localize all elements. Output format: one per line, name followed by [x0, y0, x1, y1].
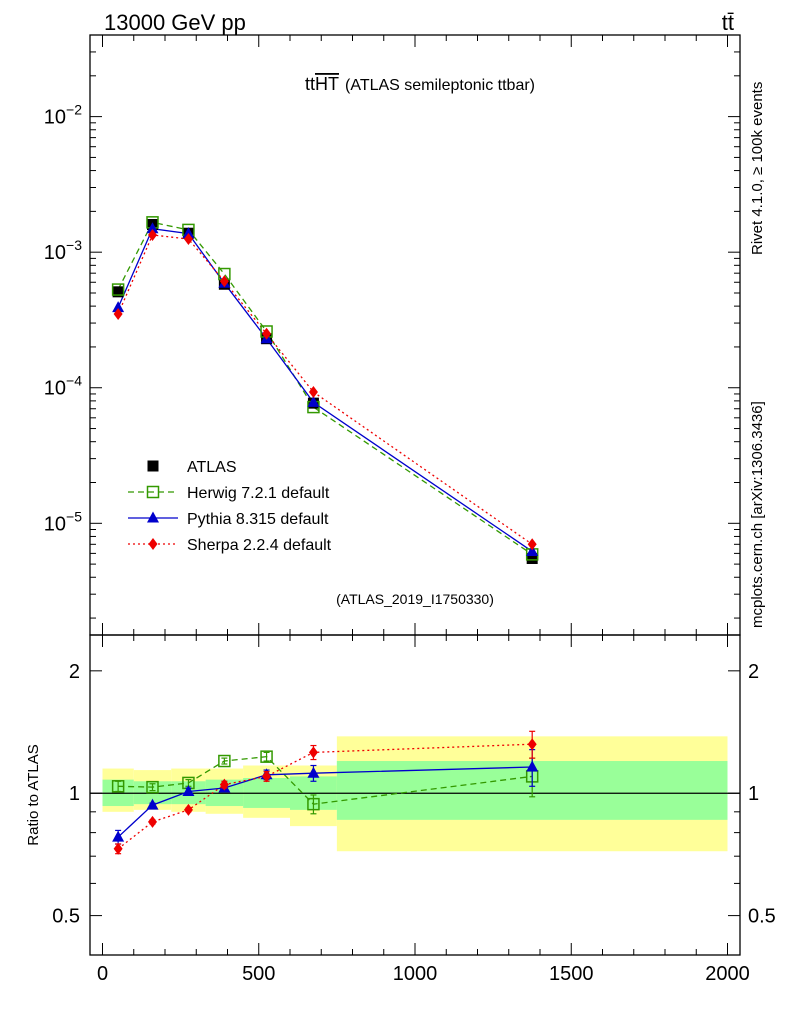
- ratio-point-pythia: [146, 798, 159, 810]
- legend-label-pythia: Pythia 8.315 default: [187, 511, 329, 528]
- main-point-sherpa: [113, 307, 123, 320]
- legend: ATLAS Herwig 7.2.1 default Pythia 8.315 de…: [128, 459, 332, 554]
- x-tick-label: 1000: [393, 963, 438, 985]
- ratio-y-tick-label-left: 2: [69, 661, 80, 683]
- ratio-y-tick-label-left: 0.5: [52, 906, 80, 928]
- main-ticks: [90, 34, 740, 619]
- main-point-sherpa: [308, 386, 318, 399]
- ratio-point-herwig: [218, 754, 231, 768]
- main-point-pythia: [112, 301, 125, 313]
- main-y-tick-labels: 10−210−310−410−5: [44, 102, 82, 536]
- y-tick-label-exponent: −5: [66, 508, 82, 524]
- main-point-sherpa: [148, 228, 157, 241]
- y-tick-label: 10−4: [44, 373, 82, 400]
- ratio-point-herwig: [307, 797, 320, 811]
- main-point-pythia: [182, 227, 195, 239]
- ratio-point-sherpa: [527, 738, 537, 751]
- main-point-sherpa: [219, 275, 229, 288]
- main-point-atlas: [526, 553, 538, 565]
- y-tick-label-exponent: −3: [66, 237, 82, 253]
- ratio-panel: 2 2 1 1 0.5 0.5 0 500 1000 1500 2000 Ratio to ATL…: [25, 623, 776, 985]
- chart-title-main: tt: [305, 74, 315, 94]
- x-tick-label: 1500: [549, 963, 594, 985]
- rivet-label: Rivet 4.1.0, ≥ 100k events: [749, 82, 766, 255]
- chart-title: ttHT (ATLAS semileptonic ttbar): [305, 74, 535, 94]
- legend-marker-pythia: [147, 511, 159, 523]
- main-line-pythia: [117, 227, 533, 552]
- ratio-point-sherpa: [219, 778, 229, 791]
- main-panel: 10−210−310−410−5 ttHT (ATLAS semileptonic…: [44, 34, 741, 636]
- legend-label-sherpa: Sherpa 2.2.4 default: [187, 537, 332, 554]
- ratio-point-pythia: [526, 760, 539, 772]
- collision-label: 13000 GeV pp: [104, 10, 246, 35]
- main-point-atlas: [112, 286, 124, 298]
- x-tick-labels: 0 500 1000 1500 2000: [97, 963, 750, 985]
- legend-marker-herwig: [146, 485, 160, 499]
- legend-marker-atlas: [147, 460, 159, 472]
- ratio-point-pythia: [307, 766, 320, 778]
- y-tick-label-base: 10: [44, 242, 66, 264]
- ratio-point-sherpa: [262, 770, 272, 783]
- ratio-y-axis-label: Ratio to ATLAS: [25, 744, 42, 845]
- y-tick-label: 10−5: [44, 508, 82, 535]
- main-plot-content: [111, 216, 539, 565]
- main-point-sherpa: [527, 538, 537, 551]
- y-tick-label: 10−2: [44, 102, 82, 129]
- y-tick-label-base: 10: [44, 378, 66, 400]
- ratio-y-tick-label-right: 1: [748, 783, 759, 805]
- main-line-herwig: [117, 221, 533, 555]
- ratio-point-sherpa: [183, 803, 193, 816]
- ratio-point-herwig: [111, 780, 125, 793]
- y-tick-label: 10−3: [44, 237, 82, 264]
- ratio-point-pythia: [182, 784, 195, 796]
- ratio-point-sherpa: [308, 746, 318, 759]
- ratio-point-herwig: [260, 750, 273, 763]
- main-point-pythia: [146, 222, 159, 234]
- ratio-plot-content: [90, 730, 740, 855]
- main-point-sherpa: [262, 327, 272, 340]
- ratio-y-tick-label-left: 1: [69, 783, 80, 805]
- y-tick-label-exponent: −2: [66, 102, 82, 118]
- x-tick-label: 2000: [705, 963, 750, 985]
- main-point-sherpa: [183, 233, 193, 246]
- ratio-ticks: [90, 623, 740, 956]
- legend-label-herwig: Herwig 7.2.1 default: [187, 485, 330, 502]
- mcplots-label: mcplots.cern.ch [arXiv:1306.3436]: [749, 401, 766, 628]
- chart-title-rest: (ATLAS semileptonic ttbar): [345, 77, 535, 94]
- ratio-point-herwig: [146, 780, 159, 794]
- ratio-y-tick-labels: 2 2 1 1 0.5 0.5: [52, 661, 776, 928]
- ratio-y-tick-label-right: 0.5: [748, 906, 776, 928]
- analysis-tag: (ATLAS_2019_I1750330): [336, 591, 494, 607]
- y-tick-label-base: 10: [44, 107, 66, 129]
- ratio-y-tick-label-right: 2: [748, 661, 759, 683]
- main-point-pythia: [307, 395, 320, 407]
- legend-marker-sherpa: [148, 538, 158, 550]
- x-tick-label: 0: [97, 963, 108, 985]
- ratio-point-sherpa: [113, 842, 123, 855]
- chart-title-overline: HT: [315, 74, 339, 94]
- ratio-point-pythia: [112, 830, 125, 842]
- y-tick-label-exponent: −4: [66, 373, 82, 389]
- main-point-herwig: [111, 283, 125, 296]
- x-tick-label: 500: [242, 963, 275, 985]
- y-tick-label-base: 10: [44, 513, 66, 535]
- process-label: tt̄: [722, 10, 734, 35]
- legend-label-atlas: ATLAS: [187, 459, 237, 476]
- ratio-point-sherpa: [148, 815, 157, 828]
- main-point-pythia: [526, 544, 539, 556]
